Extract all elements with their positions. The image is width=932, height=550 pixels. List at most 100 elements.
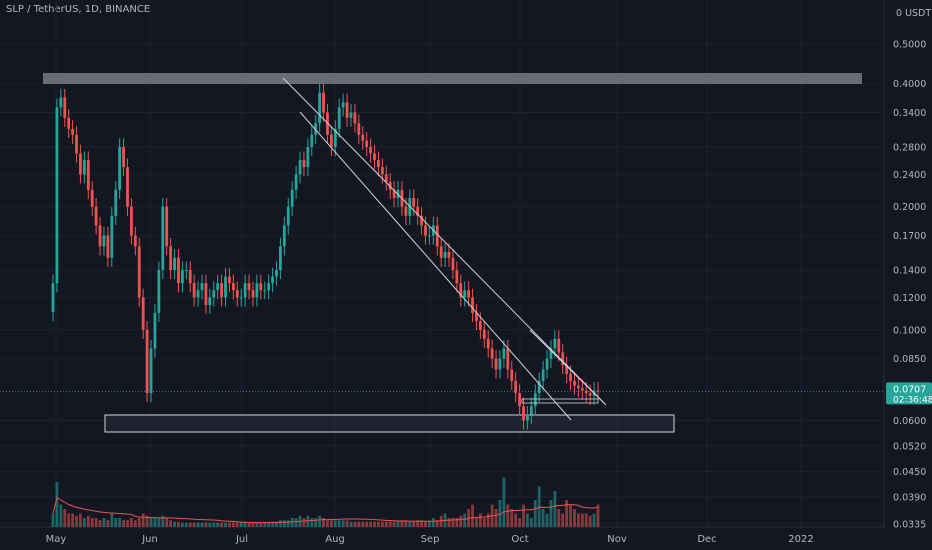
y-tick-label: 0.2400 xyxy=(893,170,926,181)
candle xyxy=(369,146,372,154)
last-price-label: 0.0707 xyxy=(893,384,926,395)
candle xyxy=(192,283,196,298)
candle xyxy=(584,390,588,394)
volume-bar xyxy=(431,518,435,527)
candle xyxy=(580,388,584,391)
candle xyxy=(353,112,357,124)
volume-bar xyxy=(141,513,145,527)
candle xyxy=(239,297,243,299)
volume-bar xyxy=(55,482,59,527)
volume-bar xyxy=(306,515,310,527)
volume-bar xyxy=(380,521,384,527)
candle xyxy=(220,283,223,298)
volume-bar xyxy=(451,518,455,527)
volume-bar xyxy=(373,521,376,527)
candle xyxy=(251,290,255,298)
volume-bar xyxy=(455,518,459,527)
candle xyxy=(110,215,114,258)
candle xyxy=(318,92,322,124)
volume-bar xyxy=(502,477,506,527)
volume-bar xyxy=(498,500,502,527)
volume-bar xyxy=(400,520,404,527)
candle xyxy=(290,189,294,207)
volume-bar xyxy=(212,522,216,527)
candle xyxy=(243,283,247,298)
volume-bar xyxy=(235,522,239,527)
candle xyxy=(165,206,169,247)
candle xyxy=(439,246,443,258)
candle xyxy=(506,348,510,370)
candle xyxy=(514,380,518,394)
volume-bar xyxy=(478,513,482,527)
candle xyxy=(529,406,533,415)
volume-bar xyxy=(573,509,576,527)
volume-bar xyxy=(318,515,322,527)
volume-bar xyxy=(337,520,341,527)
candle xyxy=(380,167,384,175)
volume-bar xyxy=(565,500,569,527)
candle xyxy=(153,312,157,349)
volume-bar xyxy=(228,522,231,527)
candle xyxy=(294,174,298,190)
volume-bar xyxy=(533,500,537,527)
volume-bar xyxy=(102,518,106,527)
candle xyxy=(345,102,349,118)
candle xyxy=(588,393,592,396)
volume-bar xyxy=(188,522,192,527)
candle xyxy=(404,206,408,216)
volume-bar xyxy=(333,520,337,527)
candle xyxy=(177,257,180,284)
candle xyxy=(275,270,278,277)
candle xyxy=(184,270,188,272)
volume-bar xyxy=(51,513,55,527)
volume-bar xyxy=(526,513,529,527)
volume-bar xyxy=(529,518,533,527)
y-tick-label: 0.1400 xyxy=(893,266,926,277)
volume-bar xyxy=(71,513,75,527)
candle xyxy=(267,283,271,291)
price-unit-label: 0 USDT xyxy=(896,8,931,19)
candle xyxy=(545,358,549,370)
countdown-label: 02:36:48 xyxy=(893,395,932,405)
volume-bar xyxy=(192,522,196,527)
candle xyxy=(98,225,102,247)
volume-bar xyxy=(576,513,580,527)
candle xyxy=(130,206,133,236)
candle xyxy=(553,338,557,349)
volume-bar xyxy=(267,522,271,527)
volume-bar xyxy=(357,521,361,527)
volume-bar xyxy=(404,520,408,527)
y-tick-label: 0.1200 xyxy=(893,293,926,304)
volume-bar xyxy=(137,518,141,527)
volume-bar xyxy=(169,520,173,527)
candle xyxy=(118,146,122,190)
candle xyxy=(231,283,235,291)
candle xyxy=(467,290,471,298)
volume-bar xyxy=(377,521,380,527)
support-zone xyxy=(104,414,675,433)
candle xyxy=(102,235,106,247)
candle xyxy=(161,206,165,271)
x-tick-label: Oct xyxy=(511,534,528,545)
volume-bar xyxy=(494,509,498,527)
candle xyxy=(59,97,63,108)
candle xyxy=(71,128,75,135)
candle xyxy=(518,393,521,407)
volume-bar xyxy=(286,520,290,527)
candle xyxy=(349,112,353,118)
volume-bar xyxy=(369,521,372,527)
candle xyxy=(416,206,420,216)
volume-average-line xyxy=(52,496,599,523)
volume-bar xyxy=(416,520,420,527)
candle xyxy=(196,290,200,298)
volume-bar xyxy=(353,521,357,527)
volume-bar xyxy=(271,521,274,527)
x-tick-label: Dec xyxy=(697,534,716,545)
volume-bar xyxy=(420,520,423,527)
volume-bar xyxy=(114,518,118,527)
candle xyxy=(498,358,502,370)
candle xyxy=(373,153,376,161)
candle xyxy=(114,189,118,216)
candle xyxy=(329,134,333,147)
